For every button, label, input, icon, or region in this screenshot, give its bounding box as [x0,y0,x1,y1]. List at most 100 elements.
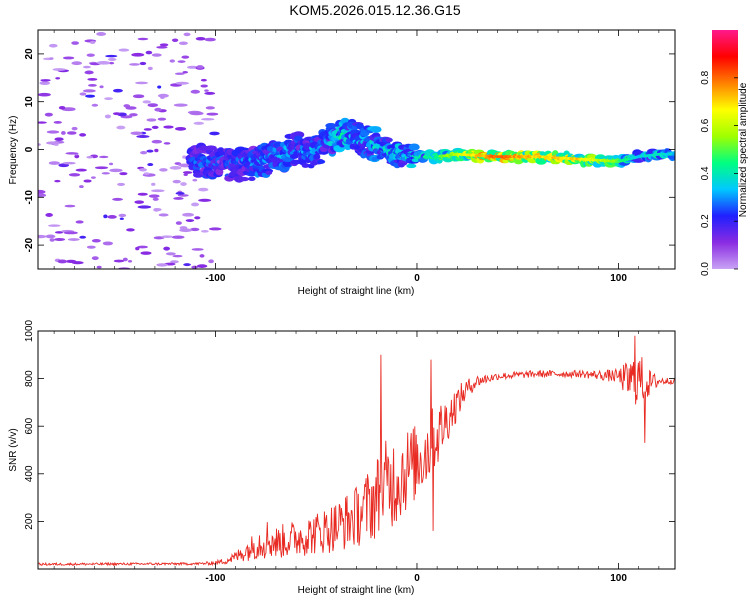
spectrogram-cell [151,53,162,57]
spectrogram-cell [140,151,148,155]
spectrogram-cell [189,111,204,116]
x-tick-label: 100 [610,273,627,284]
colorbar-tick-label: 0.8 [700,70,711,84]
spectrogram-cell [182,171,193,174]
spectrogram-cell [84,70,94,75]
spectrogram-cell [75,168,88,172]
spectrogram-cell [91,256,99,261]
spectrogram-cell [160,235,174,239]
colorbar-gradient [712,30,738,269]
spectrogram-ylabel: Frequency (Hz) [8,116,19,185]
spectrogram-cell [237,176,250,182]
spectrogram-cell [99,85,104,89]
spectrogram-cell [177,163,191,167]
spectrogram-cell [86,155,94,159]
spectrogram-cell [183,32,191,37]
y-tick-label: 600 [24,417,35,434]
spectrogram-cell [129,113,138,117]
colorbar: 0.0 0.2 0.4 0.6 0.8 Normalized spectral ampl… [700,30,749,276]
spectrogram-cell [112,112,121,116]
spectrogram-cell [107,215,117,219]
spectrogram-cell [201,117,215,121]
spectrogram-cell [112,197,124,201]
spectrogram-cell [152,197,159,201]
x-tick-label: 0 [414,273,420,284]
spectrogram-cell [265,170,273,175]
spectrogram-cell [313,153,321,160]
colorbar-tick-label: 0.2 [700,214,711,228]
spectrogram-cell [96,31,107,36]
spectrogram-cell [182,212,195,217]
spectrogram-cell [172,254,183,258]
spectrogram-cell [146,149,154,153]
spectrogram-cell [316,159,326,164]
spectrogram-cell [146,118,157,122]
spectrogram-cell [205,145,217,151]
spectrogram-cell [113,259,125,263]
spectrogram-cell [48,224,61,227]
spectrogram-cell [86,53,95,57]
spectrogram-cell [163,246,170,251]
spectrogram-cell [208,259,214,264]
spectrogram-cell [154,148,159,153]
spectrogram-cell [157,93,169,98]
spectrogram-cell [125,106,137,110]
spectrogram-cell [153,207,160,212]
spectrogram-cell [38,189,46,194]
spectrogram-cell [248,176,256,181]
spectrogram-cell [49,57,54,60]
spectrogram-cell [290,159,301,165]
spectrogram-cell [159,43,169,47]
spectrogram-cell [194,216,201,220]
spectrogram-cell [208,227,222,231]
spectrogram-cell [174,72,185,75]
spectrogram-cell [104,114,111,119]
spectrogram-cell [142,100,152,104]
spectrogram-cell [156,263,168,267]
spectrogram-cell [173,197,184,200]
spectrogram-cell [181,55,190,59]
x-tick-label: 0 [414,573,420,584]
spectrogram-cell [130,131,143,135]
spectrogram-cell [171,235,185,239]
y-tick-label: 0 [24,146,35,152]
spectrogram-cell [143,128,152,131]
colorbar-tick-label: 0.6 [700,118,711,132]
colorbar-tick-label: 0.0 [700,262,711,276]
snr-series-line [38,335,675,567]
spectrogram-cell [38,121,47,124]
spectrogram-cell [102,241,114,246]
spectrogram-cell [44,112,53,117]
spectrogram-cell [147,103,159,108]
y-tick-label: 20 [24,48,35,60]
colorbar-label: Normalized spectral amplitude [738,82,749,217]
spectrogram-cell [109,168,123,173]
spectrogram-cell [205,106,215,110]
y-tick-label: -20 [24,237,35,252]
spectrogram-cell [135,246,140,251]
spectrogram-cell [55,77,61,80]
x-tick-label: -100 [205,573,225,584]
snr-xlabel: Height of straight line (km) [298,585,415,596]
spectrogram-cell [57,259,68,264]
spectrogram-cell [46,130,60,134]
spectrogram-cell [49,43,58,48]
spectrogram-cell [85,94,96,98]
spectrogram-cell [371,156,378,162]
spectrogram-cell [103,214,108,219]
spectrogram-cell [200,78,207,82]
spectrogram-cell [94,166,109,170]
spectrogram-cell [177,60,186,63]
spectrogram-cell [140,251,152,255]
spectrogram-cell [163,142,171,145]
spectrogram-cell [105,54,118,58]
spectrogram-cell [71,61,83,66]
spectrogram-cell [38,143,41,146]
spectrogram-cell [52,68,67,71]
page-title: KOM5.2026.015.12.36.G15 [289,2,461,18]
spectrogram-cell [91,238,101,243]
spectrogram-cell [147,163,154,167]
spectrogram-cell [91,103,99,107]
